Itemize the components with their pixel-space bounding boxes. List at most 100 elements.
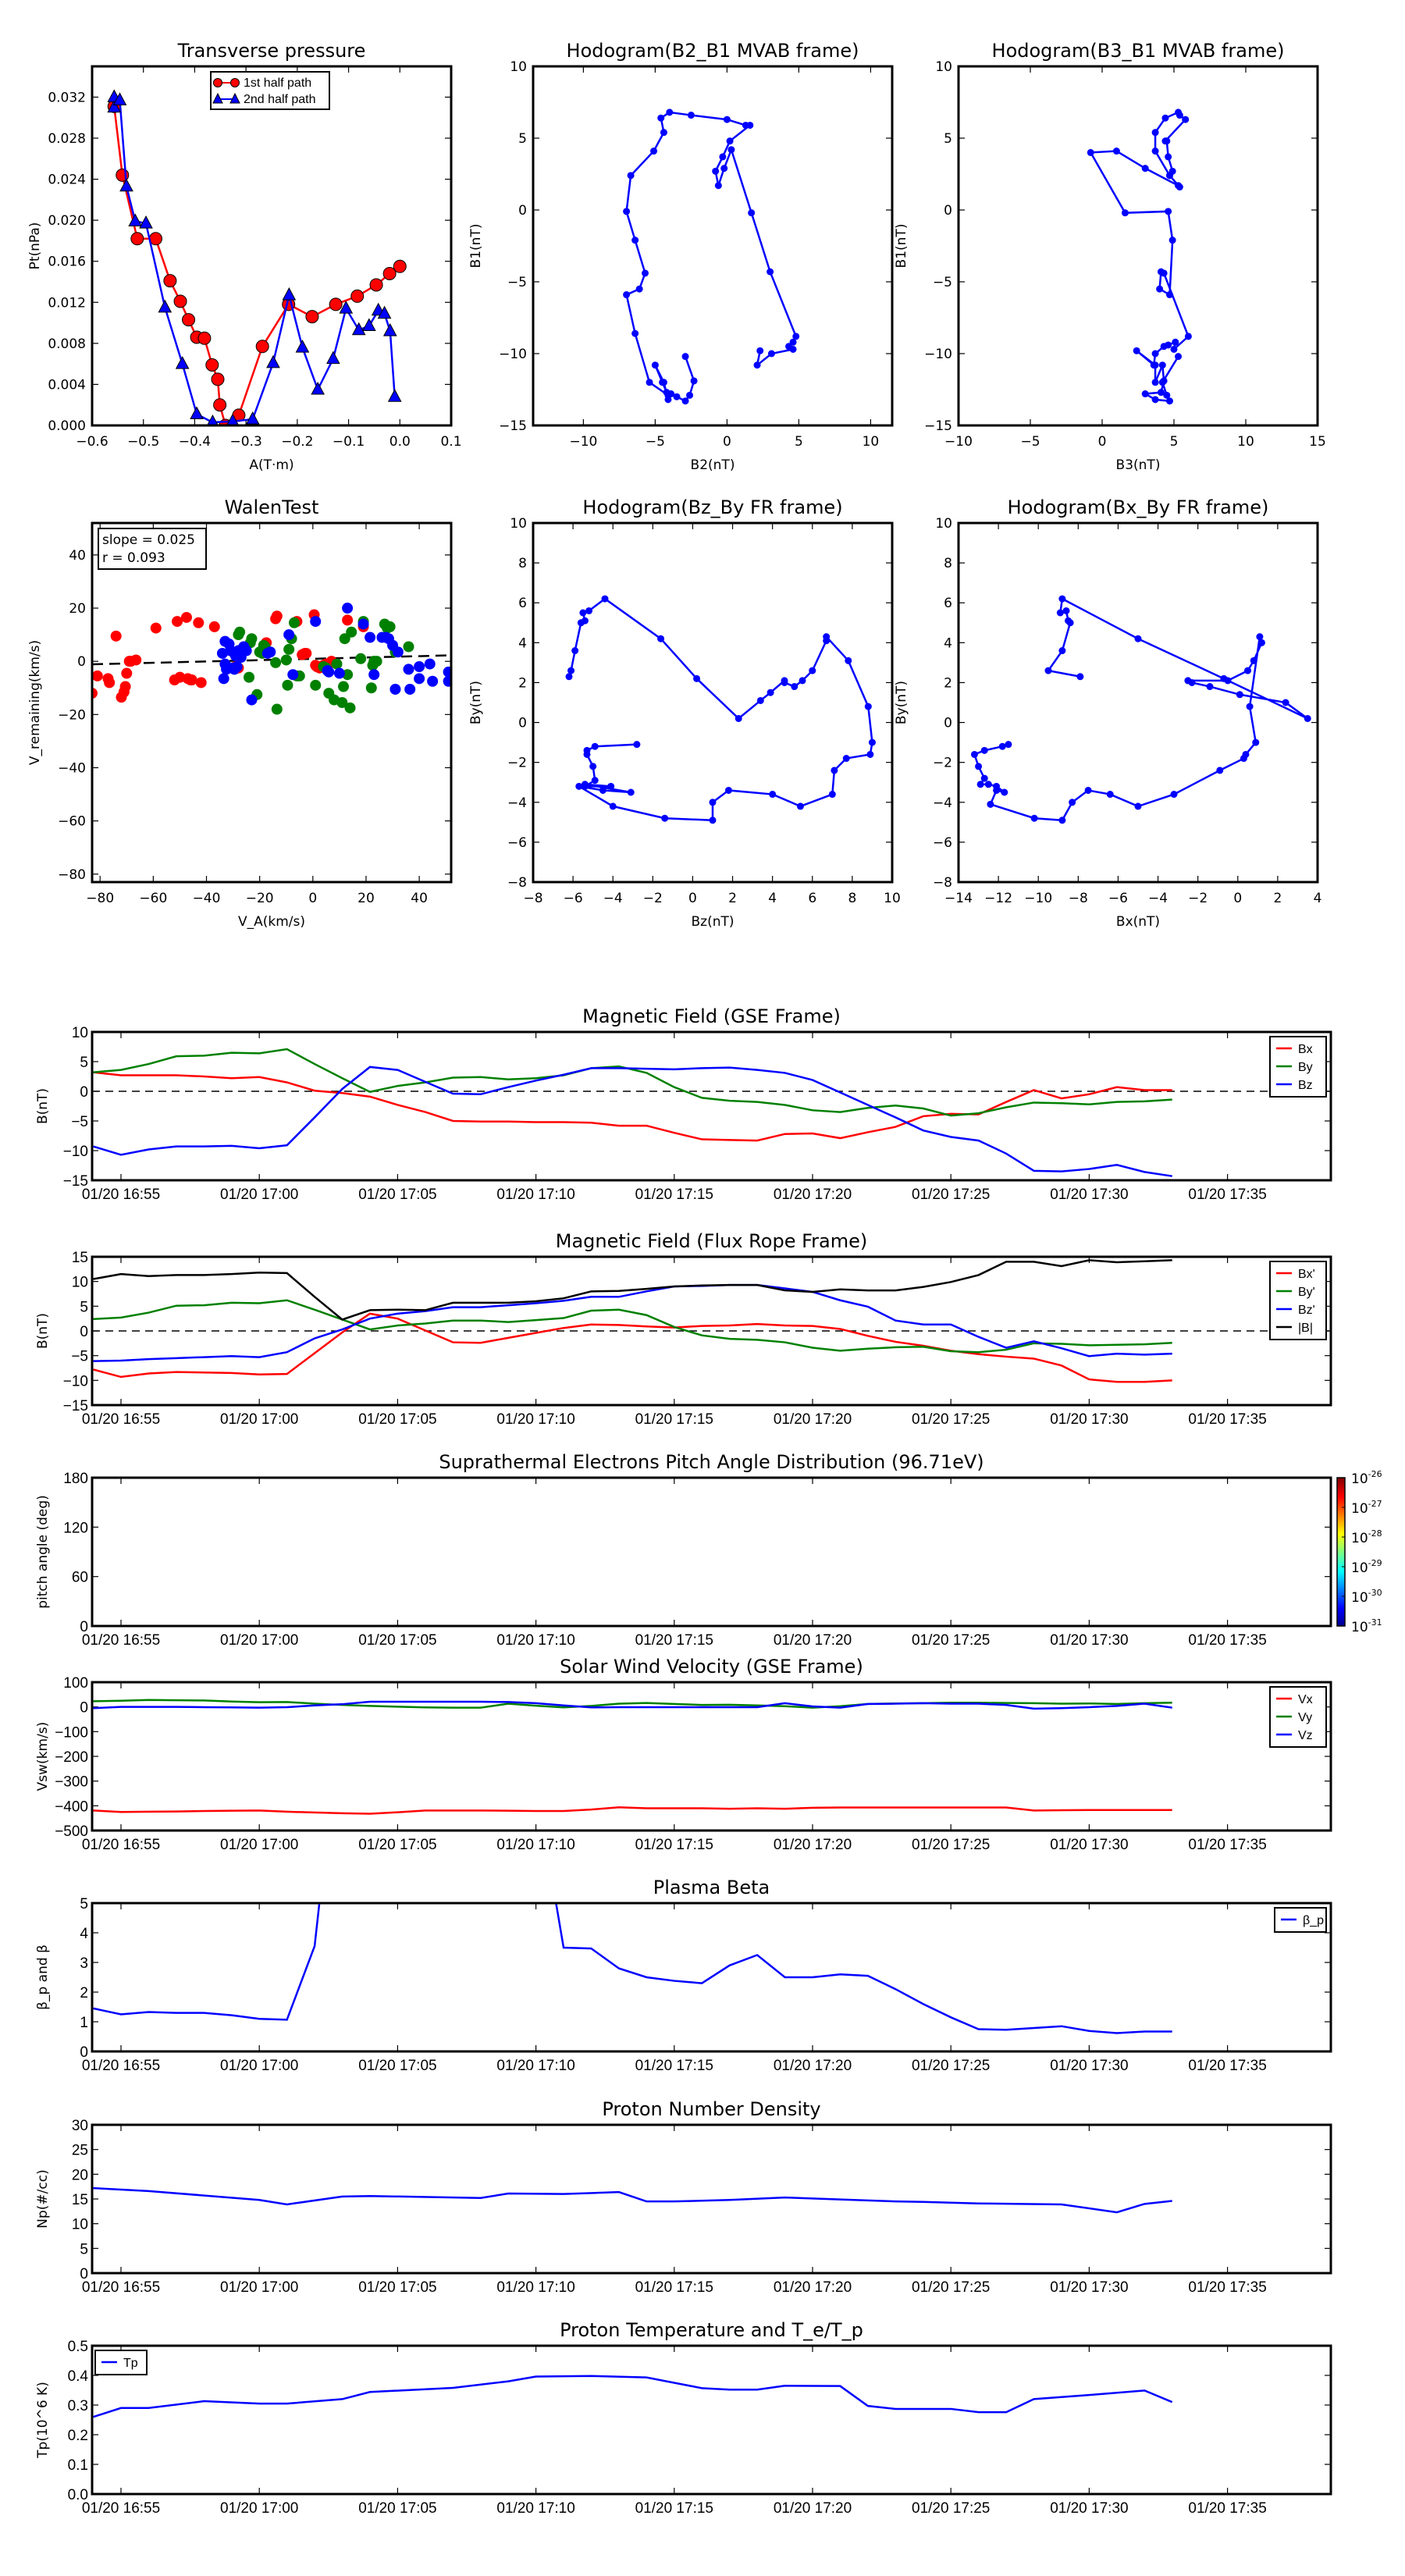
- y-tick-label: 0.4: [68, 2368, 89, 2385]
- series-line-Bx: [93, 1071, 1172, 1142]
- legend-label: β_p: [1303, 1914, 1324, 1927]
- x-axis-label: A(T·m): [249, 457, 293, 473]
- marker-dot: [1084, 786, 1092, 794]
- x-tick-label: −8: [1069, 891, 1088, 906]
- x-tick-label: 0.1: [440, 434, 461, 450]
- marker-dot: [868, 738, 876, 746]
- series-line-p: [93, 1903, 1172, 2034]
- marker-dot: [585, 607, 593, 614]
- colorbar-tick-label: 10-29: [1351, 1558, 1382, 1576]
- x-tick-label: 01/20 17:10: [496, 1632, 574, 1649]
- scatter-point-y-component: [271, 703, 283, 715]
- x-tick-label: 01/20 17:30: [1050, 1187, 1128, 1203]
- marker-dot: [1236, 691, 1243, 699]
- y-tick-label: −10: [63, 1144, 88, 1160]
- x-tick-label: 8: [848, 891, 856, 906]
- marker-dot: [1150, 361, 1158, 369]
- hodo_b3_b1-frame: [957, 65, 1319, 427]
- y-tick-label: −10: [63, 1373, 88, 1389]
- x-tick-label: 01/20 17:20: [774, 1187, 852, 1203]
- marker-dot: [976, 781, 984, 788]
- marker-dot: [735, 714, 742, 722]
- pad-frame: [91, 1476, 1332, 1628]
- series-line-Bx-By: [973, 597, 1308, 822]
- marker-dot: [723, 116, 731, 123]
- x-tick-label: −4: [603, 891, 623, 906]
- legend: 1st half path 2nd half path: [210, 71, 330, 110]
- marker-dot: [970, 750, 978, 758]
- x-tick-label: 01/20 17:20: [774, 2058, 852, 2074]
- marker-circle: [197, 331, 212, 345]
- scatter-point-x-component: [301, 647, 312, 659]
- x-tick-label: 01/20 17:00: [220, 2058, 298, 2074]
- x-tick-label: 01/20 17:25: [912, 1837, 990, 1853]
- marker-circle: [350, 289, 365, 303]
- marker-circle: [173, 294, 187, 308]
- y-tick-label: 8: [518, 556, 527, 571]
- tp-title: Proton Temperature and T_e/T_p: [560, 2319, 863, 2341]
- x-axis-label: B3(nT): [1116, 457, 1161, 473]
- y-tick-label: −8: [507, 875, 527, 891]
- marker-dot: [980, 746, 988, 754]
- marker-dot: [1069, 799, 1076, 806]
- marker-triangle: [119, 178, 133, 192]
- x-tick-label: −6: [564, 891, 583, 906]
- x-tick-label: 01/20 17:35: [1188, 2058, 1266, 2074]
- scatter-point-y-component: [310, 679, 322, 691]
- scatter-point-z-component: [287, 669, 299, 681]
- vsw-frame: [91, 1681, 1332, 1832]
- series-line-B: [93, 1259, 1172, 1321]
- marker-triangle: [339, 301, 354, 314]
- marker-triangle: [377, 305, 392, 319]
- marker-dot: [712, 167, 720, 175]
- marker-dot: [664, 391, 672, 399]
- y-tick-label: −10: [499, 347, 527, 362]
- x-axis-label: V_A(km/s): [238, 914, 305, 930]
- plot-area: [93, 2186, 1172, 2214]
- y-tick-label: 5: [80, 1299, 88, 1315]
- marker-dot: [579, 609, 587, 617]
- scatter-point-x-component: [186, 674, 197, 686]
- x-tick-label: 01/20 16:55: [82, 1187, 160, 1203]
- series-line-Np: [93, 2186, 1172, 2214]
- marker-dot: [1176, 112, 1183, 119]
- x-tick-label: −80: [86, 891, 114, 906]
- marker-dot: [1157, 389, 1165, 397]
- x-tick-label: 01/20 17:05: [358, 1837, 436, 1853]
- b_gse-title: Magnetic Field (GSE Frame): [582, 1005, 841, 1027]
- y-tick-label: 40: [69, 548, 86, 564]
- y-tick-label: 0.5: [68, 2339, 88, 2355]
- r-text: r = 0.093: [102, 550, 165, 566]
- scatter-point-z-component: [414, 673, 425, 685]
- marker-dot: [719, 153, 727, 161]
- b_fr-frame: [91, 1255, 1332, 1407]
- marker-dot: [1151, 148, 1159, 155]
- y-tick-label: 0: [80, 2266, 88, 2282]
- y-tick-label: −15: [63, 1173, 88, 1190]
- panel-transverse_pressure: Transverse pressure −0.6 −0.5 −0.4 −0.3 −0.2 −…: [27, 40, 462, 473]
- series-line-By: [93, 1048, 1172, 1117]
- x-tick-label: 01/20 17:30: [1050, 1837, 1128, 1853]
- marker-dot: [631, 329, 639, 337]
- panel-tp: Proton Temperature and T_e/T_p 01/20 16:5…: [35, 2319, 1332, 2517]
- np-frame: [91, 2123, 1332, 2275]
- y-tick-label: 0.3: [68, 2398, 88, 2414]
- marker-triangle: [206, 414, 219, 425]
- legend-label: Tp: [123, 2357, 138, 2370]
- x-tick-label: 0: [1098, 434, 1107, 450]
- stats-box-frame: [98, 528, 207, 570]
- x-tick-label: 01/20 17:20: [774, 1837, 852, 1853]
- scatter-point-y-component: [270, 656, 282, 668]
- b_gse-frame: [91, 1030, 1332, 1182]
- x-tick-label: 0: [308, 891, 317, 906]
- marker-dot: [746, 121, 754, 129]
- y-tick-label: 0: [80, 1084, 88, 1101]
- plot-area: [107, 89, 407, 425]
- marker-triangle: [112, 92, 127, 105]
- colorbar: 10-26 10-27 10-28 10-29 10-30 10-31: [1336, 1469, 1382, 1635]
- x-tick-label: 01/20 17:30: [1050, 2500, 1128, 2517]
- legend-label: |B|: [1298, 1322, 1313, 1335]
- marker-dot: [1163, 137, 1171, 145]
- y-tick-label: 4: [944, 635, 952, 651]
- x-tick-label: 01/20 17:15: [635, 1632, 713, 1649]
